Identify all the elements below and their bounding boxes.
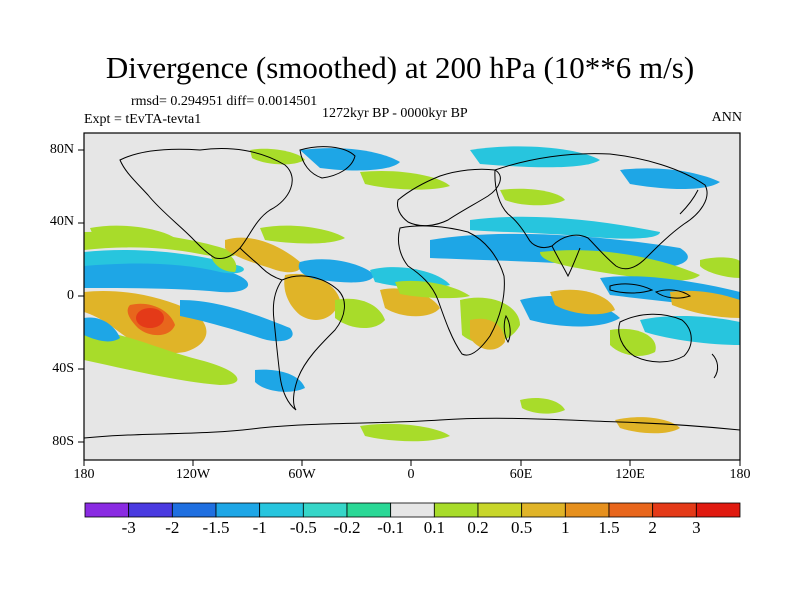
field-europe-green	[500, 188, 565, 206]
experiment-label: Expt = tEvTA-tevta1	[84, 112, 202, 127]
field-arctic-cyan	[470, 146, 600, 168]
field-atlantic-north-green	[260, 225, 345, 244]
colorbar-tick-label: 2	[648, 518, 657, 537]
field-southern-ocean-green	[520, 398, 565, 414]
field-east-pacific-green	[700, 257, 740, 278]
lon-label-180e: 180	[729, 467, 751, 482]
colorbar-swatch	[433, 502, 479, 518]
colorbar-tick-label: -0.5	[289, 518, 317, 537]
contour-fields	[84, 146, 740, 442]
colorbar-swatch	[608, 502, 654, 518]
coast-india	[551, 245, 581, 278]
field-asia-green	[540, 250, 700, 281]
colorbar-tick-label: -1	[252, 518, 267, 537]
colorbar-tick-label: 1.5	[598, 518, 620, 537]
colorbar-tick-label: -3	[121, 518, 136, 537]
coast-madagascar	[503, 314, 511, 343]
field-australia-green	[610, 328, 656, 356]
colorbar-tick-label: 1	[561, 518, 570, 537]
field-asia-cyan-band	[470, 216, 660, 239]
field-pacific-green-south	[84, 330, 238, 385]
colorbar-tick-label: -0.1	[377, 518, 405, 537]
coast-australia	[618, 313, 692, 363]
lat-label-40s: 40S	[52, 361, 74, 376]
coast-asia	[494, 153, 708, 270]
field-pacific-red-center	[136, 308, 164, 328]
colorbar-tick-label: 0.2	[467, 518, 489, 537]
colorbar-tick-label: -2	[165, 518, 180, 537]
field-north-atlantic-blue	[300, 148, 400, 171]
lon-label-60e: 60E	[509, 467, 533, 482]
colorbar-swatch	[390, 502, 435, 518]
field-pacific-cyan-north	[84, 249, 244, 274]
colorbar-tick-label: 3	[692, 518, 701, 537]
colorbar-swatch	[695, 502, 741, 518]
field-siberia-green	[360, 170, 450, 190]
lon-label-0: 0	[407, 467, 415, 482]
lon-label-180w: 180	[73, 467, 95, 482]
coast-africa	[397, 225, 505, 356]
colorbar-swatch	[477, 502, 523, 518]
colorbar-tick-label: -1.5	[202, 518, 230, 537]
colorbar-swatch	[302, 502, 348, 518]
coast-japan	[679, 189, 699, 215]
field-patagonia-blue	[255, 369, 305, 392]
coast-central-america	[239, 247, 283, 281]
field-south-america-orange	[284, 273, 340, 320]
coast-indonesia	[609, 283, 692, 299]
colorbar-swatch	[215, 502, 261, 518]
colorbar-swatch	[652, 502, 697, 518]
field-africa-orange	[470, 318, 505, 350]
stats-text: rmsd= 0.294951 diff= 0.0014501	[131, 94, 318, 109]
lat-label-eq: 0	[67, 288, 74, 303]
field-atlantic-orange	[380, 288, 440, 317]
coast-greenland	[299, 146, 356, 179]
colorbar-swatch	[564, 502, 610, 518]
lon-label-120e: 120E	[615, 467, 645, 482]
colorbar-tick-label: -0.2	[333, 518, 361, 537]
colorbar	[84, 502, 741, 518]
coast-antarctica	[84, 417, 740, 439]
field-north-pacific-blue	[620, 168, 720, 189]
season-label: ANN	[711, 110, 742, 125]
colorbar-swatch	[521, 502, 566, 518]
field-caribbean-orange	[225, 237, 301, 273]
coast-south-america	[272, 275, 345, 411]
coast-new-zealand	[711, 353, 719, 379]
field-amazon-blue	[298, 259, 375, 283]
axis-ticks	[78, 149, 741, 466]
colorbar-swatch	[171, 502, 217, 518]
field-antarctic-green	[360, 423, 450, 442]
lon-label-60w: 60W	[288, 467, 316, 482]
field-ross-sea-orange	[615, 417, 680, 434]
colorbar-swatch	[346, 502, 392, 518]
colorbar-swatch	[259, 502, 304, 518]
field-north-pacific-green	[90, 225, 175, 244]
lon-label-120w: 120W	[175, 467, 211, 482]
colorbar-swatch	[128, 502, 173, 518]
colorbar-swatch	[84, 502, 130, 518]
colorbar-tick-label: 0.1	[423, 518, 445, 537]
field-western-pacific-orange	[670, 290, 740, 318]
field-pacific-blue-south	[84, 317, 120, 342]
field-atlantic-green	[335, 298, 385, 329]
map-title: Divergence (smoothed) at 200 hPa (10**6 …	[105, 50, 695, 85]
colorbar-tick-label: 0.5	[511, 518, 533, 537]
field-indian-ocean-orange	[550, 289, 615, 315]
period-label: 1272kyr BP - 0000kyr BP	[322, 106, 468, 121]
lat-label-80s: 80S	[52, 434, 74, 449]
lat-label-80n: 80N	[49, 142, 74, 157]
field-pacific-blue-band-south	[180, 300, 293, 342]
coast-europe	[397, 168, 501, 227]
coast-north-america	[119, 148, 293, 259]
coastlines	[84, 146, 740, 439]
lat-label-40n: 40N	[49, 214, 74, 229]
field-greenland-green	[250, 148, 305, 165]
